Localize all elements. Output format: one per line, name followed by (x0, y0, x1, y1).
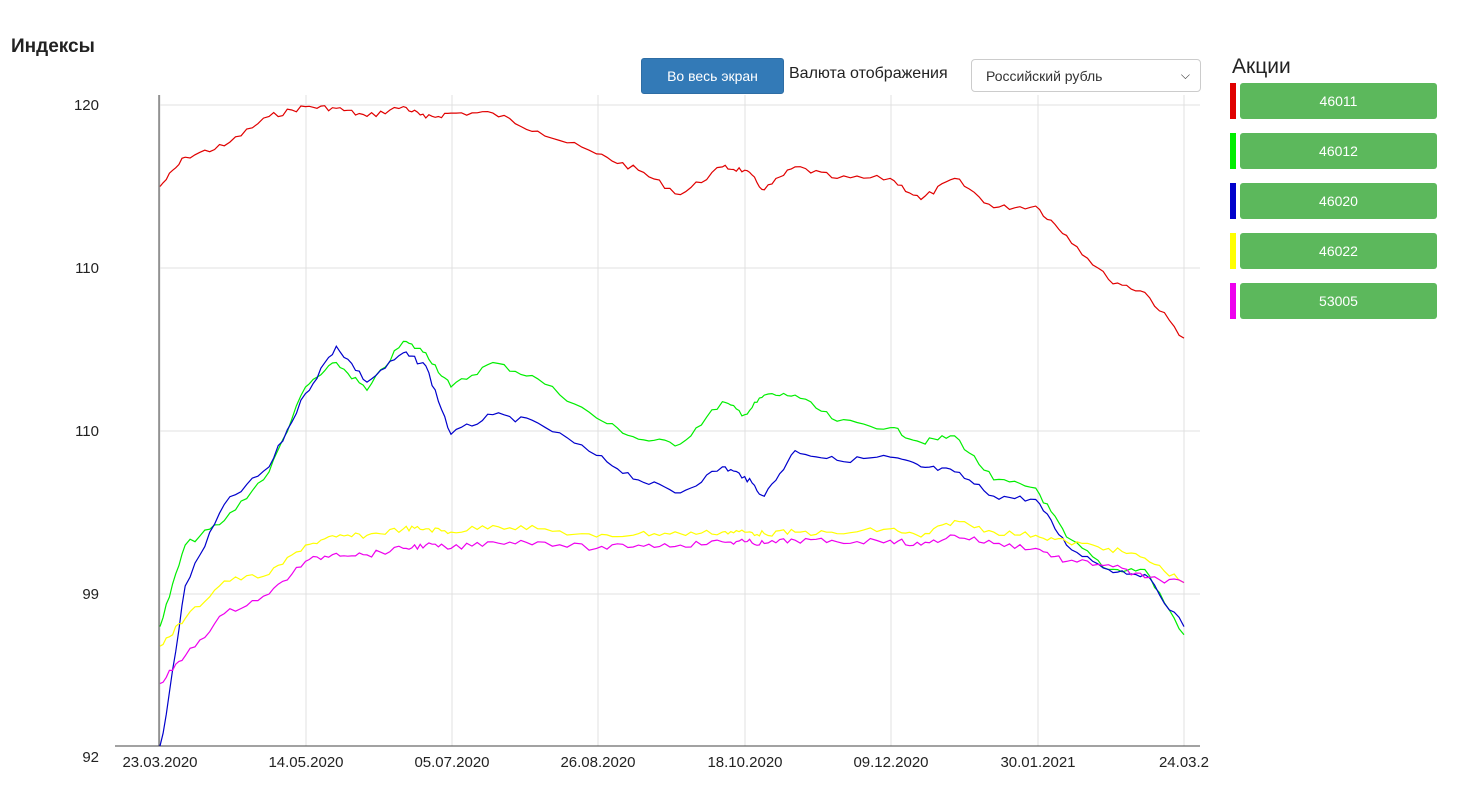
currency-select-value: Российский рубль (986, 67, 1103, 84)
fullscreen-button[interactable]: Во весь экран (641, 58, 784, 94)
legend-swatch (1230, 133, 1236, 169)
legend-toggle-button[interactable]: 53005 (1240, 283, 1437, 319)
legend-item[interactable]: 53005 (1230, 283, 1437, 319)
y-tick-label: 110 (75, 423, 99, 440)
line-chart: 120 110 110 99 92 23.03.2020 14.05.2020 05.07.2… (74, 95, 1209, 771)
y-tick-label: 92 (82, 749, 99, 766)
currency-select[interactable]: Российский рубль ⌵ (971, 59, 1201, 92)
series-line-46020 (159, 344, 1185, 747)
x-tick-label: 26.08.2020 (560, 754, 635, 771)
legend-item[interactable]: 46022 (1230, 233, 1437, 269)
legend-swatch (1230, 83, 1236, 119)
x-tick-label: 23.03.2020 (122, 754, 197, 771)
x-tick-label: 30.01.2021 (1000, 754, 1075, 771)
y-tick-label: 120 (74, 97, 99, 114)
page-title: Индексы (11, 36, 95, 57)
legend-toggle-button[interactable]: 46012 (1240, 133, 1437, 169)
x-tick-label: 09.12.2020 (853, 754, 928, 771)
series-line-46012 (159, 340, 1185, 636)
legend-title: Акции (1232, 55, 1291, 78)
legend-toggle-button[interactable]: 46022 (1240, 233, 1437, 269)
series-line-46022 (159, 519, 1185, 647)
legend-swatch (1230, 183, 1236, 219)
legend-item[interactable]: 46020 (1230, 183, 1437, 219)
legend-swatch (1230, 233, 1236, 269)
x-tick-label: 14.05.2020 (268, 754, 343, 771)
legend-toggle-button[interactable]: 46011 (1240, 83, 1437, 119)
x-tick-label: 18.10.2020 (707, 754, 782, 771)
legend-toggle-button[interactable]: 46020 (1240, 183, 1437, 219)
x-tick-label: 05.07.2020 (414, 754, 489, 771)
y-tick-label: 99 (82, 586, 99, 603)
legend-item[interactable]: 46011 (1230, 83, 1437, 119)
legend-item[interactable]: 46012 (1230, 133, 1437, 169)
chevron-down-icon: ⌵ (1180, 68, 1190, 82)
x-tick-label: 24.03.2 (1159, 754, 1209, 771)
legend-swatch (1230, 283, 1236, 319)
legend-list: 46011 46012 46020 46022 53005 (1230, 83, 1437, 333)
series-line-46011 (159, 105, 1185, 339)
currency-label: Валюта отображения (789, 65, 948, 82)
y-tick-label: 110 (75, 260, 99, 277)
series-line-53005 (159, 534, 1185, 685)
